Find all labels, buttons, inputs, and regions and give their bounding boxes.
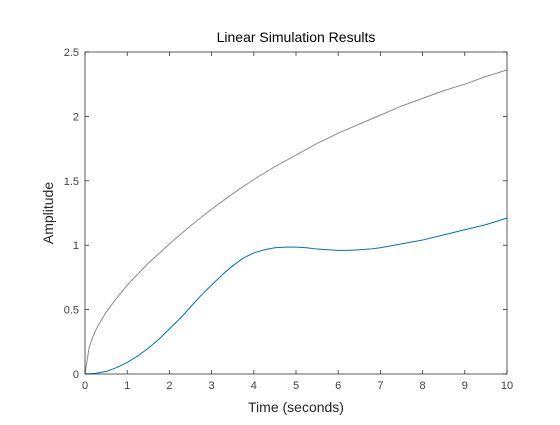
chart-title: Linear Simulation Results <box>217 29 376 45</box>
y-axis-label: Amplitude <box>40 182 56 244</box>
x-tick-label: 0 <box>82 380 88 392</box>
x-tick-label: 5 <box>293 380 299 392</box>
x-axis-label: Time (seconds) <box>248 399 344 415</box>
x-tick-label: 2 <box>166 380 172 392</box>
series-layer <box>84 69 508 375</box>
series-line-1 <box>84 69 508 375</box>
y-tick-label: 2 <box>73 111 79 123</box>
y-tick-label: 0 <box>73 369 79 381</box>
x-tick-label: 3 <box>209 380 215 392</box>
plot-area <box>85 52 507 374</box>
x-tick-label: 10 <box>501 380 513 392</box>
x-tick-label: 7 <box>377 380 383 392</box>
axes-layer: 0 1 2 3 4 5 6 7 8 9 10 0 0.5 1 1.5 2 2.5 <box>64 47 513 392</box>
x-tick-label: 4 <box>251 380 257 392</box>
x-tick-label: 1 <box>124 380 130 392</box>
y-tick-label: 0.5 <box>64 305 79 317</box>
x-tick-label: 6 <box>335 380 341 392</box>
y-tick-label: 1.5 <box>64 176 79 188</box>
series-line-2 <box>84 217 508 375</box>
x-tick-label: 8 <box>420 380 426 392</box>
y-tick-label: 2.5 <box>64 47 79 59</box>
y-tick-label: 1 <box>73 240 79 252</box>
x-tick-label: 9 <box>462 380 468 392</box>
